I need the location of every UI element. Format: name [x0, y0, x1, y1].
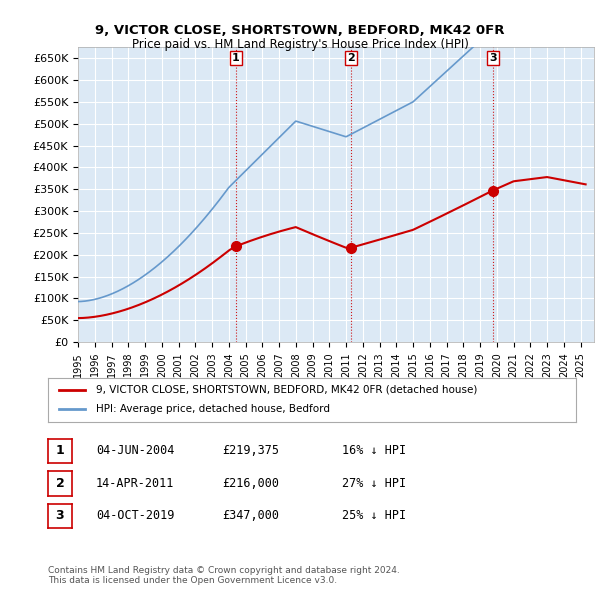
- Text: 1: 1: [56, 444, 64, 457]
- Text: Contains HM Land Registry data © Crown copyright and database right 2024.: Contains HM Land Registry data © Crown c…: [48, 566, 400, 575]
- Text: Price paid vs. HM Land Registry's House Price Index (HPI): Price paid vs. HM Land Registry's House …: [131, 38, 469, 51]
- Text: This data is licensed under the Open Government Licence v3.0.: This data is licensed under the Open Gov…: [48, 576, 337, 585]
- Text: £219,375: £219,375: [222, 444, 279, 457]
- Text: £216,000: £216,000: [222, 477, 279, 490]
- Text: 27% ↓ HPI: 27% ↓ HPI: [342, 477, 406, 490]
- Text: 3: 3: [56, 509, 64, 522]
- Text: 9, VICTOR CLOSE, SHORTSTOWN, BEDFORD, MK42 0FR: 9, VICTOR CLOSE, SHORTSTOWN, BEDFORD, MK…: [95, 24, 505, 37]
- Text: 3: 3: [489, 53, 496, 63]
- Text: £347,000: £347,000: [222, 509, 279, 522]
- Text: HPI: Average price, detached house, Bedford: HPI: Average price, detached house, Bedf…: [95, 405, 329, 414]
- Text: 2: 2: [347, 53, 355, 63]
- Text: 1: 1: [232, 53, 239, 63]
- Text: 04-OCT-2019: 04-OCT-2019: [96, 509, 175, 522]
- Text: 2: 2: [56, 477, 64, 490]
- Text: 04-JUN-2004: 04-JUN-2004: [96, 444, 175, 457]
- Text: 16% ↓ HPI: 16% ↓ HPI: [342, 444, 406, 457]
- Text: 9, VICTOR CLOSE, SHORTSTOWN, BEDFORD, MK42 0FR (detached house): 9, VICTOR CLOSE, SHORTSTOWN, BEDFORD, MK…: [95, 385, 477, 395]
- Text: 25% ↓ HPI: 25% ↓ HPI: [342, 509, 406, 522]
- Text: 14-APR-2011: 14-APR-2011: [96, 477, 175, 490]
